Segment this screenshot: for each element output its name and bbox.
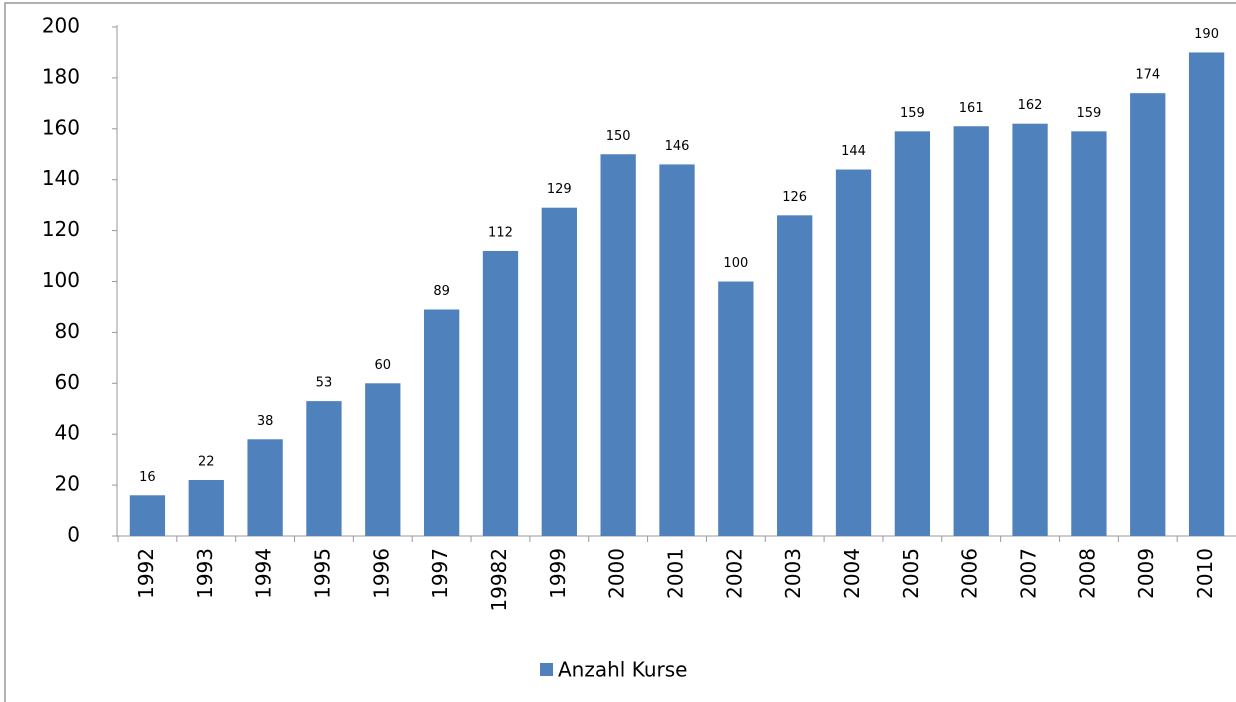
x-tick-label: 2001 [664, 548, 688, 599]
bar [953, 126, 989, 536]
data-label: 129 [547, 182, 572, 197]
y-tick-label: 160 [42, 115, 80, 139]
data-label: 146 [665, 139, 690, 154]
y-tick-label: 40 [55, 421, 80, 445]
x-tick-label: 2004 [840, 548, 864, 599]
x-tick-label: 2010 [1193, 548, 1217, 599]
bar [835, 169, 872, 536]
legend-label: Anzahl Kurse [558, 658, 687, 682]
data-label: 89 [433, 284, 450, 299]
bar [659, 164, 695, 536]
y-tick-label: 80 [55, 319, 80, 343]
y-tick-label: 100 [42, 268, 80, 292]
bar [129, 495, 166, 536]
data-label: 162 [1018, 98, 1043, 113]
y-tick-label: 20 [55, 472, 80, 496]
data-label: 159 [1076, 106, 1101, 121]
data-label: 60 [375, 358, 392, 373]
bar [306, 401, 342, 536]
legend-swatch [540, 663, 553, 676]
x-tick-label: 1997 [428, 548, 452, 599]
y-tick-label: 0 [67, 523, 80, 547]
data-label: 159 [900, 106, 925, 121]
x-tick-label: 2008 [1075, 548, 1099, 599]
data-label: 112 [488, 225, 513, 240]
x-tick-label: 1993 [193, 548, 217, 599]
bar [1130, 93, 1166, 537]
bar [1012, 123, 1048, 537]
data-label: 38 [257, 414, 274, 429]
bar [1188, 52, 1225, 536]
x-tick-label: 2002 [722, 548, 746, 599]
bar [777, 215, 813, 536]
x-tick-label: 1996 [369, 548, 393, 599]
bar [600, 154, 636, 536]
x-tick-label: 1992 [134, 548, 158, 599]
y-tick-label: 140 [42, 166, 80, 190]
data-label: 150 [606, 129, 631, 144]
y-tick-label: 60 [55, 370, 80, 394]
data-label: 100 [723, 256, 748, 271]
y-tick-label: 120 [42, 217, 80, 241]
data-label: 190 [1194, 27, 1219, 42]
bar [541, 207, 577, 536]
bar [423, 309, 460, 536]
data-label: 126 [782, 190, 807, 205]
data-label: 16 [139, 470, 156, 485]
bar [718, 281, 754, 536]
data-label: 174 [1135, 68, 1160, 83]
bar [247, 439, 283, 536]
x-tick-label: 2003 [781, 548, 805, 599]
bar [894, 131, 931, 536]
x-tick-label: 2006 [958, 548, 982, 599]
bar [365, 383, 401, 536]
chart-frame [4, 2, 1236, 702]
data-label: 22 [198, 455, 215, 470]
x-tick-label: 19982 [487, 548, 511, 612]
data-label: 53 [316, 376, 333, 391]
x-tick-label: 1999 [546, 548, 570, 599]
y-tick-label: 200 [42, 14, 80, 38]
bar [188, 480, 224, 536]
x-tick-label: 2005 [899, 548, 923, 599]
data-label: 161 [959, 101, 984, 116]
x-tick-label: 2007 [1017, 548, 1041, 599]
x-tick-label: 2000 [605, 548, 629, 599]
data-label: 144 [841, 144, 866, 159]
x-tick-label: 1995 [310, 548, 334, 599]
x-tick-label: 2009 [1134, 548, 1158, 599]
bar [482, 250, 519, 536]
y-tick-label: 180 [42, 64, 80, 88]
bar [1071, 131, 1107, 536]
x-tick-label: 1994 [252, 548, 276, 599]
